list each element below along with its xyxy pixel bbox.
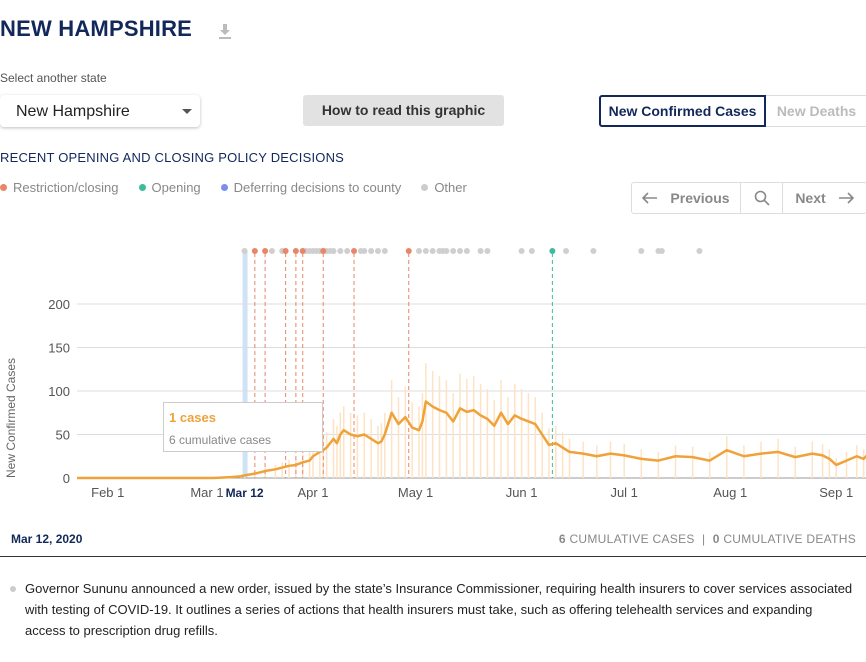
other-event-dot xyxy=(463,248,470,254)
other-event-dot xyxy=(422,248,429,254)
other-event-dot xyxy=(443,248,450,254)
y-tick-label: 150 xyxy=(48,341,70,356)
state-select-value: New Hampshire xyxy=(16,103,130,120)
cumulative-cases-value: 6 xyxy=(558,532,566,546)
tooltip-cases: 1 cases xyxy=(169,410,216,425)
legend-dot xyxy=(138,184,146,191)
x-tick-label: Mar 1 xyxy=(190,485,223,500)
metric-toggle: New Confirmed Cases New Deaths xyxy=(599,95,866,127)
previous-button[interactable]: Previous xyxy=(632,183,741,213)
x-tick-label: Jun 1 xyxy=(506,485,538,500)
restriction-event-dot xyxy=(299,248,306,254)
other-event-dot xyxy=(381,248,388,254)
legend-label: Restriction/closing xyxy=(13,180,119,195)
legend-item-opening: Opening xyxy=(138,180,201,195)
legend-label: Other xyxy=(434,180,467,195)
restriction-event-dot xyxy=(405,248,412,254)
search-button[interactable] xyxy=(741,183,783,213)
new-confirmed-cases-toggle[interactable]: New Confirmed Cases xyxy=(599,95,766,127)
restriction-event-dot xyxy=(251,248,258,254)
cumulative-deaths-value: 0 xyxy=(712,532,720,546)
page-title: NEW HAMPSHIRE xyxy=(0,16,193,41)
restriction-event-dot xyxy=(292,248,299,254)
restriction-event-dot xyxy=(282,248,289,254)
other-event-dot xyxy=(658,248,665,254)
legend-item-restriction: Restriction/closing xyxy=(0,180,119,195)
legend-label: Deferring decisions to county xyxy=(233,180,402,195)
restriction-event-dot xyxy=(262,248,269,254)
legend-dot xyxy=(421,184,429,191)
section-title: RECENT OPENING AND CLOSING POLICY DECISI… xyxy=(0,150,345,165)
new-deaths-toggle[interactable]: New Deaths xyxy=(766,95,866,127)
other-event-dot xyxy=(477,248,484,254)
policy-note: Governor Sununu announced a new order, i… xyxy=(25,581,853,638)
note-bullet xyxy=(10,586,16,592)
cumulative-deaths-label: CUMULATIVE DEATHS xyxy=(723,532,856,546)
series-line xyxy=(77,400,866,480)
x-tick-label: Jul 1 xyxy=(610,485,637,500)
selected-date: Mar 12, 2020 xyxy=(11,532,83,546)
other-event-dot xyxy=(368,248,375,254)
highlight-date-label: Mar 12 xyxy=(226,486,264,500)
other-event-dot xyxy=(344,248,351,254)
other-event-dot xyxy=(563,248,570,254)
legend-item-other: Other xyxy=(421,180,467,195)
opening-event-dot xyxy=(549,248,556,254)
cases-chart[interactable]: 0 50 100 150 200 New Confirmed Cases Feb 1 Mar … xyxy=(0,235,866,515)
x-tick-label: Feb 1 xyxy=(91,485,124,500)
other-event-dot xyxy=(528,248,535,254)
x-tick-label: Apr 1 xyxy=(297,485,328,500)
arrow-left-icon xyxy=(642,192,658,204)
other-event-dot xyxy=(518,248,525,254)
y-tick-label: 0 xyxy=(63,471,70,486)
other-event-dot xyxy=(416,248,422,254)
previous-label: Previous xyxy=(670,190,730,206)
other-event-dot xyxy=(374,248,381,254)
y-tick-label: 50 xyxy=(56,428,70,443)
other-event-dot xyxy=(268,248,275,254)
legend-item-deferring: Deferring decisions to county xyxy=(220,180,402,195)
other-event-dot xyxy=(484,248,491,254)
search-icon xyxy=(754,190,770,206)
state-select[interactable]: New Hampshire xyxy=(0,95,200,127)
next-button[interactable]: Next xyxy=(783,183,866,213)
other-event-dot xyxy=(337,248,344,254)
other-event-dot xyxy=(361,248,368,254)
x-tick-label: Sep 1 xyxy=(819,485,853,500)
y-tick-label: 100 xyxy=(48,384,70,399)
next-label: Next xyxy=(795,190,826,206)
arrow-right-icon xyxy=(838,192,854,204)
restriction-event-dot xyxy=(351,248,358,254)
cumulative-summary: 6 CUMULATIVE CASES | 0 CUMULATIVE DEATHS xyxy=(559,532,856,546)
x-tick-label: May 1 xyxy=(398,485,433,500)
legend-dot xyxy=(220,184,228,191)
legend-dot xyxy=(0,184,7,191)
other-event-dot xyxy=(241,248,248,254)
other-event-dot xyxy=(457,248,464,254)
x-tick-label: Aug 1 xyxy=(713,485,747,500)
policy-nav: Previous Next xyxy=(631,182,866,214)
other-event-dot xyxy=(638,248,645,254)
highlight-band xyxy=(242,251,248,478)
other-event-dot xyxy=(330,248,337,254)
y-axis-label: New Confirmed Cases xyxy=(4,358,18,478)
restriction-event-dot xyxy=(320,248,327,254)
state-select-label: Select another state xyxy=(0,71,107,85)
cumulative-cases-label: CUMULATIVE CASES xyxy=(569,532,695,546)
other-event-dot xyxy=(696,248,703,254)
other-event-dot xyxy=(429,248,436,254)
y-tick-label: 200 xyxy=(48,297,70,312)
summary-separator: | xyxy=(702,532,706,546)
chevron-down-icon xyxy=(182,109,192,114)
selected-date-row: Mar 12, 2020 6 CUMULATIVE CASES | 0 CUMU… xyxy=(0,526,866,557)
other-event-dot xyxy=(590,248,597,254)
download-icon[interactable] xyxy=(218,23,232,41)
how-to-read-button[interactable]: How to read this graphic xyxy=(303,95,504,126)
policy-legend: Restriction/closing Opening Deferring de… xyxy=(0,180,487,195)
tooltip-cumulative: 6 cumulative cases xyxy=(169,433,272,447)
other-event-dot xyxy=(450,248,457,254)
chart-tooltip: 1 cases 6 cumulative cases xyxy=(163,402,323,452)
legend-label: Opening xyxy=(151,180,201,195)
